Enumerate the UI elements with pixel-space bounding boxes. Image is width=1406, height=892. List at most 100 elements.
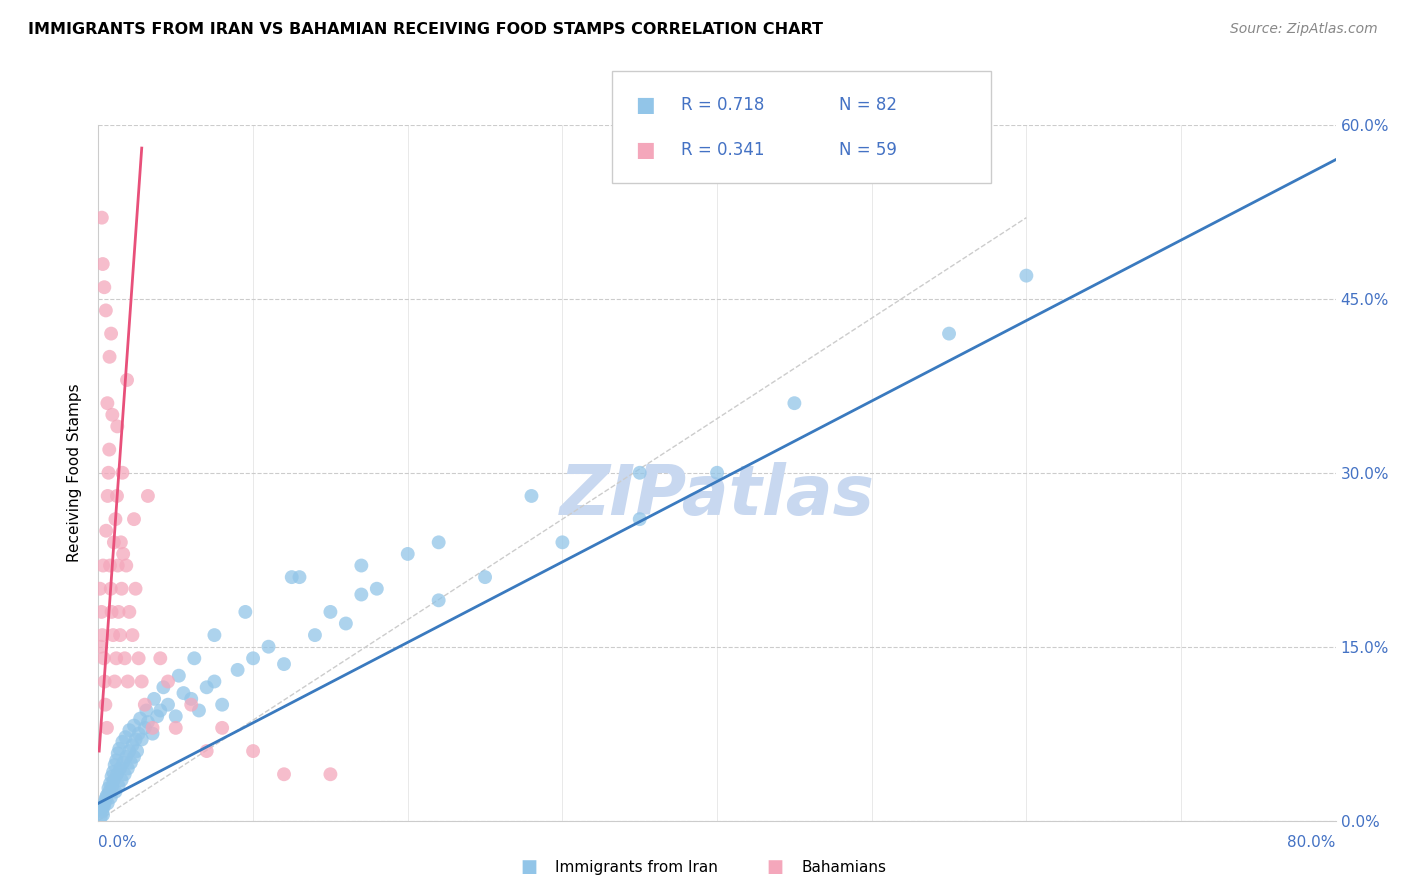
Point — [273, 767, 295, 781]
Point — [90, 605, 112, 619]
Point — [121, 739, 143, 753]
Point — [111, 772, 134, 788]
Y-axis label: Receiving Food Stamps: Receiving Food Stamps — [67, 384, 83, 562]
Point — [183, 651, 205, 665]
Text: Source: ZipAtlas.com: Source: ZipAtlas.com — [1230, 22, 1378, 37]
Text: ■: ■ — [636, 140, 655, 160]
Point — [115, 373, 138, 387]
Point — [211, 721, 233, 735]
Point — [136, 489, 159, 503]
Point — [98, 558, 121, 573]
Point — [103, 535, 125, 549]
Point — [304, 628, 326, 642]
Point — [114, 730, 136, 744]
Point — [628, 512, 651, 526]
Point — [104, 758, 127, 772]
Point — [98, 442, 121, 457]
Point — [173, 686, 195, 700]
Point — [366, 582, 388, 596]
Text: R = 0.718: R = 0.718 — [681, 95, 763, 113]
Point — [149, 651, 172, 665]
Point — [112, 756, 135, 770]
Point — [706, 466, 728, 480]
Point — [520, 489, 543, 503]
Point — [94, 793, 117, 807]
Point — [101, 408, 124, 422]
Point — [93, 280, 115, 294]
Point — [107, 747, 129, 761]
Point — [98, 776, 121, 790]
Point — [91, 628, 114, 642]
Point — [91, 805, 114, 819]
Point — [97, 466, 120, 480]
Point — [121, 628, 143, 642]
Text: ■: ■ — [636, 95, 655, 114]
Point — [165, 721, 187, 735]
Point — [281, 570, 304, 584]
Point — [94, 303, 117, 318]
Point — [938, 326, 960, 341]
Point — [180, 698, 202, 712]
Point — [117, 674, 139, 689]
Point — [108, 761, 131, 775]
Point — [122, 718, 145, 732]
Point — [350, 558, 373, 573]
Point — [136, 715, 159, 730]
Point — [98, 785, 121, 799]
Point — [783, 396, 806, 410]
Point — [107, 779, 129, 793]
Point — [104, 512, 127, 526]
Point — [96, 524, 118, 538]
Point — [103, 772, 125, 788]
Point — [93, 674, 115, 689]
Point — [1015, 268, 1038, 283]
Point — [90, 640, 112, 654]
Point — [96, 788, 118, 802]
Point — [157, 674, 180, 689]
Point — [120, 756, 142, 770]
Point — [90, 810, 112, 824]
Point — [257, 640, 280, 654]
Point — [96, 790, 118, 805]
Point — [235, 605, 257, 619]
Point — [167, 669, 190, 683]
Point — [142, 726, 165, 740]
Point — [143, 692, 166, 706]
Point — [104, 674, 127, 689]
Point — [131, 732, 153, 747]
Point — [111, 466, 134, 480]
Point — [97, 489, 120, 503]
Point — [94, 698, 117, 712]
Point — [129, 712, 152, 726]
Point — [551, 535, 574, 549]
Point — [122, 512, 145, 526]
Point — [211, 698, 233, 712]
Point — [104, 785, 127, 799]
Point — [105, 753, 128, 767]
Point — [319, 605, 342, 619]
Point — [127, 744, 149, 758]
Point — [122, 749, 145, 764]
Point — [152, 680, 174, 694]
Text: ■: ■ — [766, 858, 783, 876]
Point — [165, 709, 187, 723]
Point — [134, 698, 156, 712]
Point — [124, 582, 146, 596]
Point — [97, 797, 120, 810]
Point — [335, 616, 357, 631]
Text: Bahamians: Bahamians — [801, 860, 886, 874]
Point — [117, 761, 139, 775]
Point — [91, 808, 114, 822]
Point — [273, 657, 295, 671]
Point — [101, 779, 124, 793]
Point — [114, 767, 136, 781]
Point — [93, 799, 115, 814]
Text: N = 59: N = 59 — [839, 141, 897, 159]
Point — [114, 651, 136, 665]
Point — [93, 797, 115, 810]
Point — [157, 698, 180, 712]
Point — [111, 735, 134, 749]
Point — [110, 535, 132, 549]
Text: ZIPatlas: ZIPatlas — [560, 462, 875, 530]
Text: 0.0%: 0.0% — [98, 836, 138, 850]
